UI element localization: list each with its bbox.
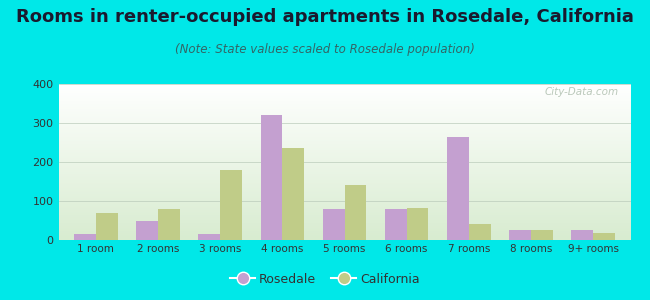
Bar — [593, 233, 615, 240]
Bar — [407, 208, 428, 240]
Legend: Rosedale, California: Rosedale, California — [226, 268, 424, 291]
Bar — [220, 170, 242, 240]
Bar — [385, 209, 407, 240]
Bar — [344, 184, 366, 240]
Bar — [198, 234, 220, 240]
Bar — [447, 136, 469, 240]
Text: City-Data.com: City-Data.com — [545, 87, 619, 97]
Bar — [509, 230, 531, 240]
Text: Rooms in renter-occupied apartments in Rosedale, California: Rooms in renter-occupied apartments in R… — [16, 8, 634, 26]
Bar — [323, 209, 345, 240]
Bar — [96, 213, 118, 240]
Bar — [469, 224, 491, 240]
Text: (Note: State values scaled to Rosedale population): (Note: State values scaled to Rosedale p… — [175, 44, 475, 56]
Bar — [136, 220, 158, 240]
Bar — [571, 230, 593, 240]
Bar — [74, 234, 96, 240]
Bar — [282, 148, 304, 240]
Bar — [531, 230, 552, 240]
Bar — [158, 209, 180, 240]
Bar — [261, 115, 282, 240]
